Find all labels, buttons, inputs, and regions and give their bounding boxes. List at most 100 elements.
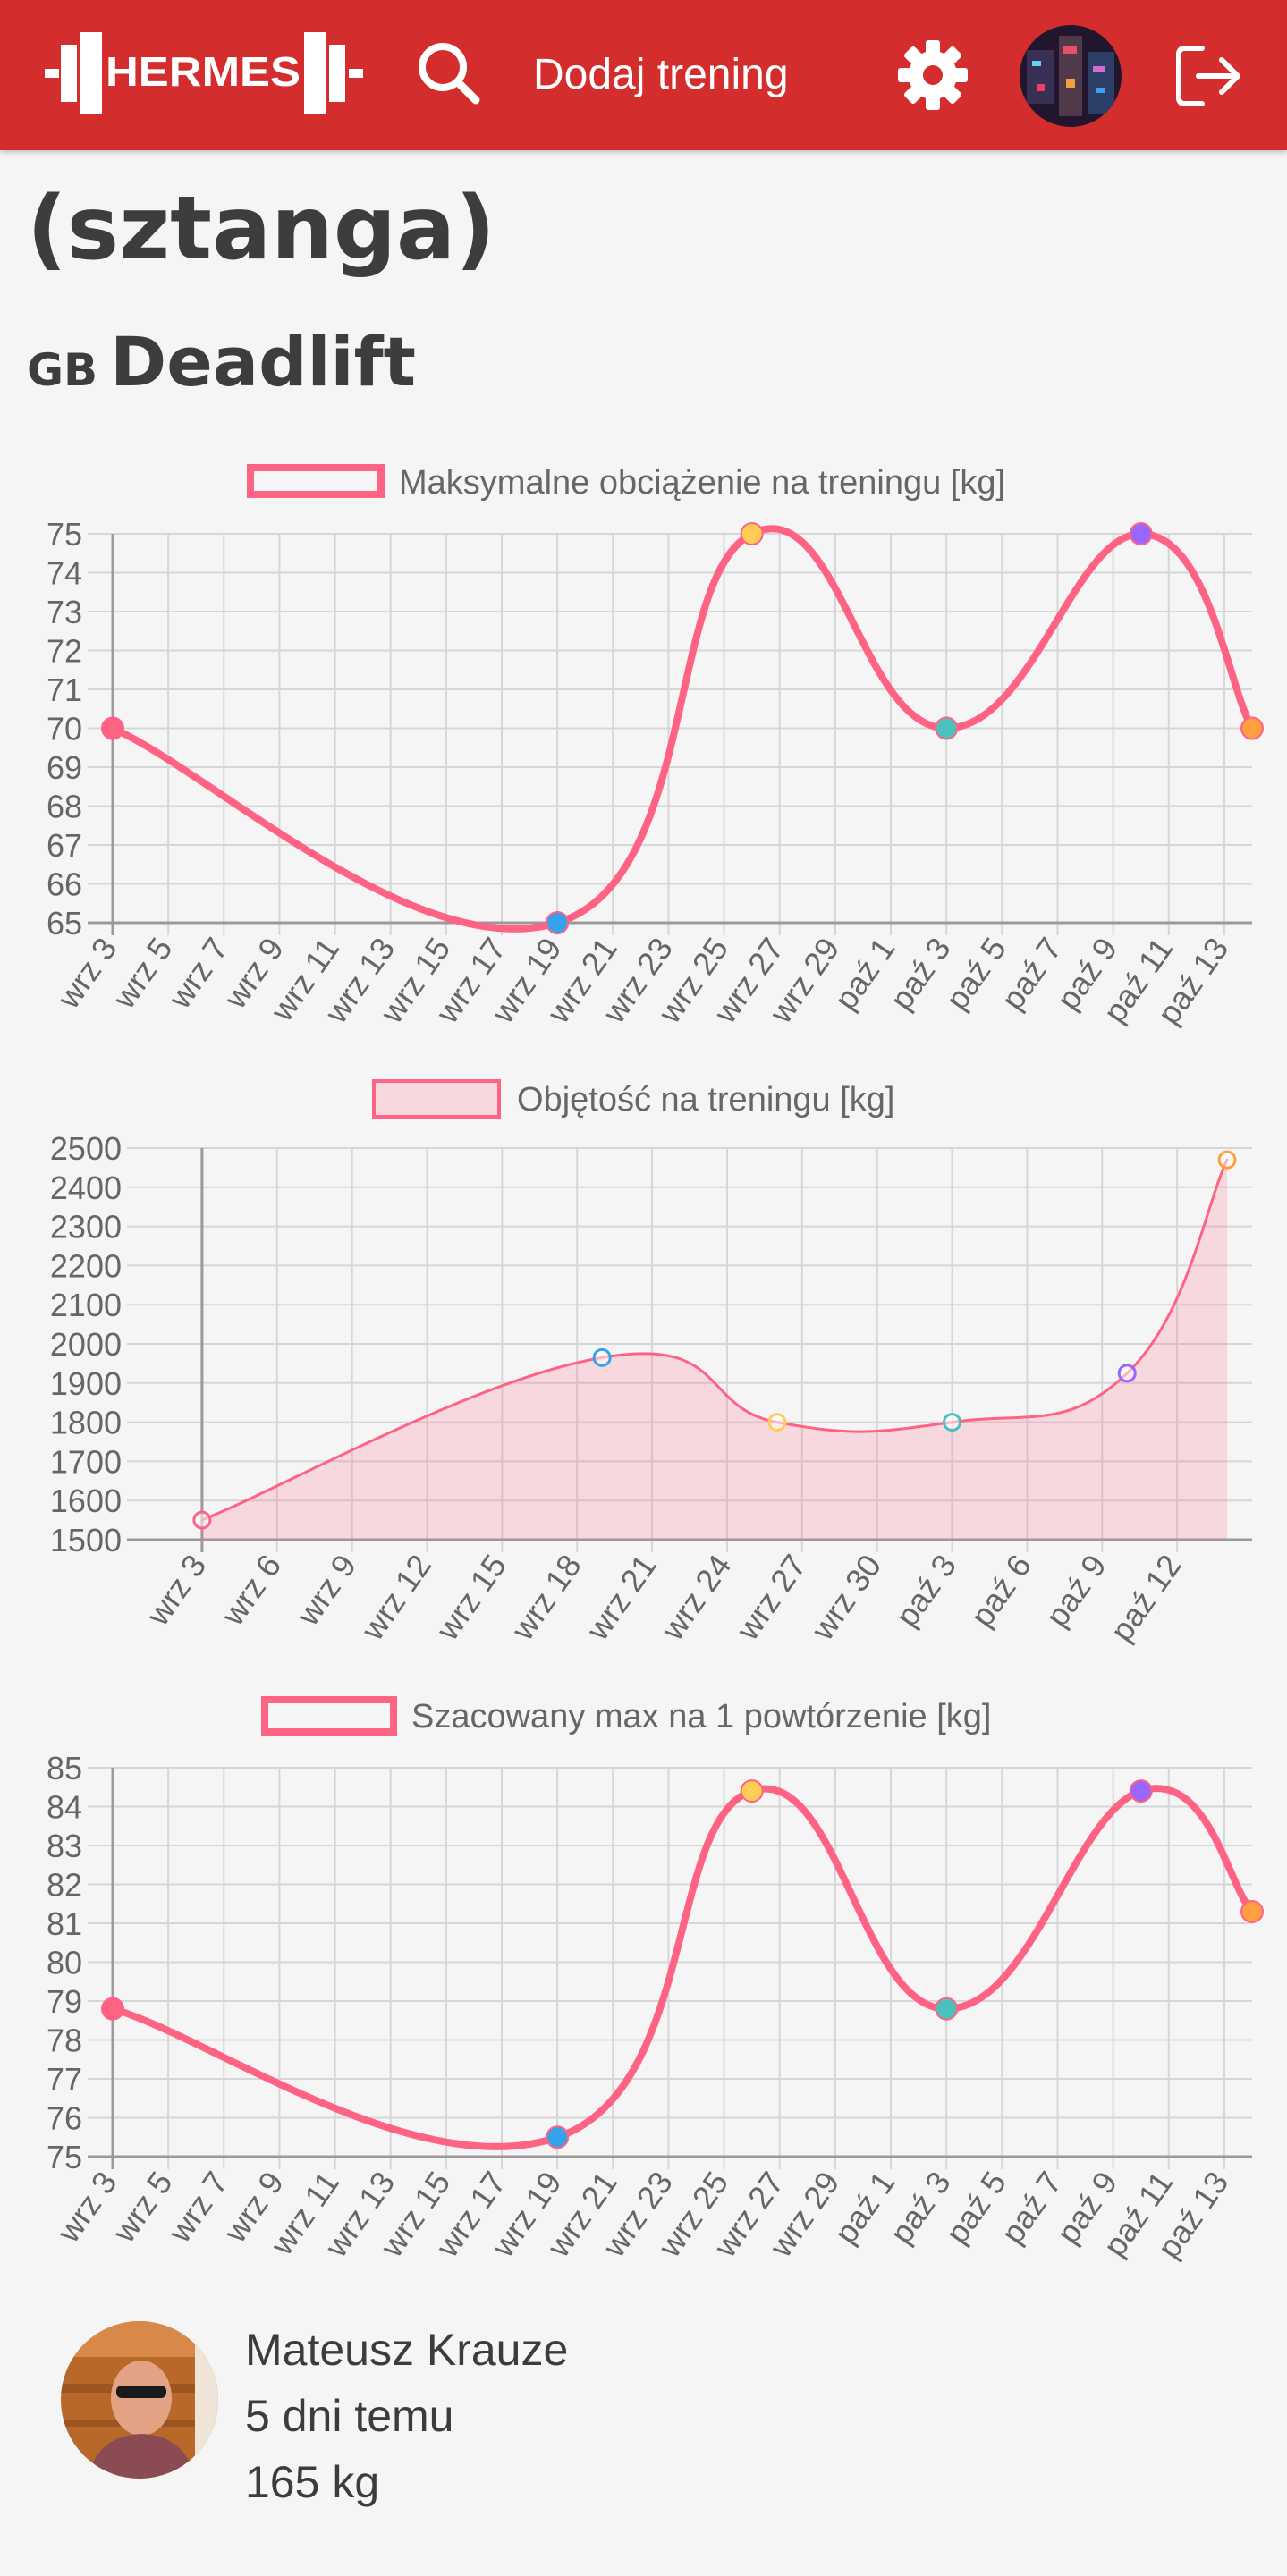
author-avatar[interactable] bbox=[61, 2321, 218, 2479]
x-tick-label: paź 3 bbox=[888, 1548, 963, 1634]
y-tick-label: 72 bbox=[47, 633, 82, 670]
search-icon bbox=[419, 43, 480, 105]
y-tick-label: 74 bbox=[47, 555, 82, 592]
grid bbox=[88, 1767, 1252, 2169]
hermes-logo[interactable]: HERMES bbox=[45, 32, 381, 114]
x-tick-label: wrz 18 bbox=[504, 1548, 588, 1647]
y-tick-label: 2000 bbox=[50, 1326, 122, 1363]
logout-icon bbox=[1176, 46, 1240, 106]
legend-label: Maksymalne obciążenie na treningu [kg] bbox=[399, 464, 1005, 502]
data-point[interactable] bbox=[101, 1997, 124, 2021]
data-point[interactable] bbox=[192, 1510, 212, 1530]
data-point[interactable] bbox=[546, 911, 570, 934]
series-line bbox=[109, 1785, 1256, 2150]
logout-button[interactable] bbox=[1172, 39, 1245, 113]
y-tick-label: 83 bbox=[47, 1828, 82, 1864]
y-tick-label: 1900 bbox=[50, 1365, 122, 1402]
data-point[interactable] bbox=[1240, 1899, 1264, 1923]
x-tick-label: wrz 3 bbox=[49, 931, 123, 1016]
data-point[interactable] bbox=[1129, 1779, 1153, 1803]
data-point[interactable] bbox=[1129, 522, 1153, 545]
x-tick-label: wrz 30 bbox=[803, 1548, 888, 1647]
y-tick-label: 70 bbox=[47, 711, 82, 747]
x-tick-label: wrz 24 bbox=[654, 1548, 739, 1647]
y-tick-label: 1600 bbox=[50, 1482, 122, 1519]
y-tick-label: 82 bbox=[47, 1867, 82, 1904]
y-tick-label: 75 bbox=[47, 2139, 82, 2175]
y-tick-label: 85 bbox=[47, 1750, 82, 1786]
barbell-logo-icon: HERMES bbox=[45, 32, 363, 114]
data-point[interactable] bbox=[943, 1413, 962, 1432]
data-point[interactable] bbox=[1117, 1364, 1137, 1383]
y-tick-label: 2100 bbox=[50, 1287, 122, 1323]
y-tick-label: 69 bbox=[47, 749, 82, 786]
legend[interactable]: Szacowany max na 1 powtórzenie [kg] bbox=[261, 1696, 991, 1736]
brand-name: HERMES bbox=[106, 48, 301, 95]
y-tick-label: 77 bbox=[47, 2061, 82, 2098]
y-tick-label: 2200 bbox=[50, 1247, 122, 1284]
exercise-heading: GB Deadlift bbox=[27, 322, 416, 411]
x-tick-label: wrz 9 bbox=[289, 1548, 363, 1633]
x-tick-label: wrz 21 bbox=[579, 1548, 664, 1647]
user-avatar-image bbox=[1020, 25, 1122, 127]
page-title: (sztanga) bbox=[27, 178, 495, 280]
y-tick-label: 81 bbox=[47, 1905, 82, 1942]
series-area bbox=[201, 1160, 1227, 1540]
data-point[interactable] bbox=[592, 1347, 612, 1367]
data-point[interactable] bbox=[740, 522, 764, 545]
user-avatar[interactable] bbox=[1020, 25, 1122, 127]
author-name[interactable]: Mateusz Krauze bbox=[245, 2325, 569, 2375]
x-tick-label: paź 3 bbox=[883, 2165, 958, 2251]
chart-volume-svg: Objętość na treningu [kg] 150016001700180… bbox=[50, 1079, 1252, 1648]
settings-button[interactable] bbox=[896, 38, 969, 112]
y-tick-label: 2500 bbox=[50, 1130, 122, 1167]
data-point[interactable] bbox=[1217, 1150, 1237, 1170]
y-tick-label: 84 bbox=[47, 1789, 82, 1826]
y-tick-label: 2300 bbox=[50, 1209, 122, 1246]
exercise-name: Deadlift bbox=[110, 322, 416, 401]
workout-weight: 165 kg bbox=[245, 2457, 380, 2507]
y-tick-label: 76 bbox=[47, 2100, 82, 2137]
data-point[interactable] bbox=[935, 716, 959, 740]
data-point[interactable] bbox=[101, 716, 124, 740]
data-point[interactable] bbox=[1240, 716, 1264, 740]
y-tick-label: 1800 bbox=[50, 1405, 122, 1441]
chart-volume: Objętość na treningu [kg] 1500 1600 1700 180… bbox=[0, 1068, 1287, 1685]
y-tick-label: 79 bbox=[47, 1983, 82, 2020]
x-tick-label: paź 1 bbox=[826, 2165, 902, 2251]
data-point[interactable] bbox=[546, 2125, 570, 2149]
legend[interactable]: Objętość na treningu [kg] bbox=[372, 1079, 894, 1119]
legend-swatch bbox=[372, 1079, 501, 1119]
x-tick-label: paź 1 bbox=[826, 931, 902, 1017]
x-tick-label: paź 6 bbox=[963, 1548, 1038, 1634]
grid bbox=[127, 1147, 1252, 1552]
data-point[interactable] bbox=[935, 1997, 959, 2021]
add-training-link[interactable]: Dodaj trening bbox=[533, 51, 789, 98]
y-tick-label: 2400 bbox=[50, 1170, 122, 1206]
x-tick-label: paź 12 bbox=[1103, 1548, 1189, 1648]
y-tick-label: 68 bbox=[47, 789, 82, 825]
search-button[interactable] bbox=[413, 38, 485, 109]
x-tick-label: wrz 3 bbox=[49, 2165, 123, 2250]
x-tick-label: paź 3 bbox=[883, 931, 958, 1017]
x-tick-label: paź 5 bbox=[938, 931, 1013, 1017]
chart-max-weight: Maksymalne obciążenie na treningu [kg] 65… bbox=[0, 452, 1287, 1060]
y-tick-label: 65 bbox=[47, 905, 82, 942]
series-line bbox=[200, 1158, 1229, 1522]
legend[interactable]: Maksymalne obciążenie na treningu [kg] bbox=[247, 464, 1005, 502]
y-tick-label: 1500 bbox=[50, 1522, 122, 1558]
legend-swatch bbox=[247, 464, 385, 498]
x-tick-label: wrz 15 bbox=[428, 1548, 513, 1647]
x-tick-label: paź 9 bbox=[1038, 1548, 1113, 1634]
data-point[interactable] bbox=[740, 1779, 764, 1803]
workout-author: Mateusz Krauze 5 dni temu 165 kg bbox=[61, 2321, 866, 2507]
x-tick-label: wrz 12 bbox=[353, 1548, 438, 1647]
y-tick-label: 71 bbox=[47, 671, 82, 708]
y-tick-label: 67 bbox=[47, 827, 82, 864]
legend-swatch bbox=[261, 1696, 397, 1736]
x-tick-label: wrz 6 bbox=[214, 1548, 288, 1633]
x-tick-label: wrz 5 bbox=[105, 931, 179, 1016]
data-point[interactable] bbox=[767, 1413, 787, 1432]
chart-one-rep-max-svg: Szacowany max na 1 powtórzenie [kg]75767… bbox=[47, 1696, 1264, 2265]
navbar: HERMES Dodaj trening bbox=[0, 0, 1287, 150]
